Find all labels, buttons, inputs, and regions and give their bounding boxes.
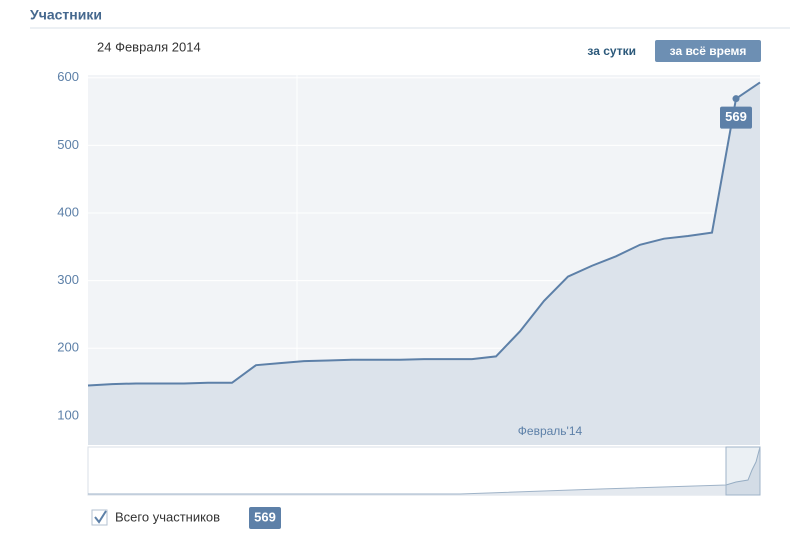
line <box>87 81 761 387</box>
legend-value-bg <box>249 507 281 529</box>
y-tick-label: 200 <box>57 340 79 355</box>
tooltip-bg <box>720 106 752 129</box>
x-axis-label: Февраль'14 <box>518 424 583 438</box>
checkmark <box>94 510 107 524</box>
y-tick-label: 600 <box>57 69 79 84</box>
navigator-selection[interactable] <box>725 446 761 496</box>
navigator-area <box>88 447 760 495</box>
area <box>88 82 760 445</box>
y-tick-label: 100 <box>57 407 79 422</box>
tooltip-value: 569 <box>725 109 747 124</box>
period-button-active[interactable]: за всё время <box>670 44 747 58</box>
y-tick-label: 400 <box>57 204 79 219</box>
plot: 569 <box>87 81 761 445</box>
section-title: Участники <box>30 7 102 23</box>
date-label: 24 Февраля 2014 <box>97 39 201 54</box>
legend-label[interactable]: Всего участников <box>115 509 220 524</box>
period-button[interactable]: за сутки <box>587 44 636 58</box>
navigator-line <box>88 446 761 495</box>
legend-value: 569 <box>254 509 276 524</box>
hover-point <box>732 95 740 103</box>
y-tick-label: 300 <box>57 272 79 287</box>
period-button-active-bg[interactable] <box>655 40 761 62</box>
y-tick-label: 500 <box>57 137 79 152</box>
